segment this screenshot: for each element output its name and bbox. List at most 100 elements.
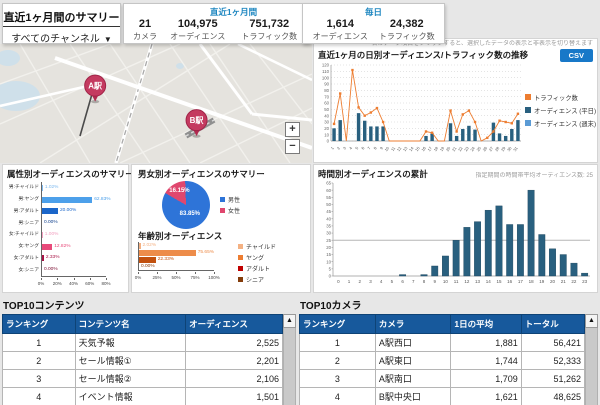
contents-scroll-up-icon[interactable]: ▲ <box>283 314 296 328</box>
svg-text:5: 5 <box>354 145 360 150</box>
legend-item[interactable]: 男性 <box>220 195 240 204</box>
svg-text:4: 4 <box>380 279 383 284</box>
svg-text:5: 5 <box>391 279 394 284</box>
monthly-traffic-label: トラフィック数 <box>241 32 298 41</box>
trend-hint-text: 右のデータ項目をクリックすると、選択したデータの表示と非表示を切り替えます <box>371 41 593 47</box>
attribute-chart: 男:チャイルド 男:ヤング 男:アダルト 男:シニア 女:チャイルド 女:ヤング 女:アダル… <box>7 182 124 290</box>
legend-item[interactable]: ヤング <box>238 253 276 262</box>
legend-swatch <box>220 197 225 202</box>
table-cell: 3 <box>299 369 376 388</box>
svg-text:30: 30 <box>324 120 329 125</box>
monthly-group-label: 直近1ヶ月間 <box>209 7 258 17</box>
legend-swatch <box>525 94 531 100</box>
legend-item[interactable]: オーディエンス (週末) <box>525 119 597 128</box>
svg-text:60: 60 <box>326 188 331 193</box>
legend-item[interactable]: シニア <box>238 275 276 284</box>
svg-text:26: 26 <box>481 145 488 152</box>
attribute-chart-title: 属性別オーディエンスのサマリー <box>7 169 134 179</box>
svg-text:55: 55 <box>326 195 331 200</box>
map-zoom-controls: + − <box>285 122 300 156</box>
legend-swatch <box>525 120 531 126</box>
gender-chart-title: 男女別オーディエンスのサマリー <box>138 169 265 179</box>
column-header[interactable]: コンテンツ名 <box>74 314 187 334</box>
csv-export-button[interactable]: CSV <box>559 48 593 62</box>
svg-text:14: 14 <box>408 145 415 152</box>
cameras-scroll-track[interactable] <box>585 328 598 405</box>
svg-text:110: 110 <box>322 69 329 74</box>
bar-value-label: 0.00% <box>44 267 58 273</box>
column-header[interactable]: オーディエンス <box>185 314 283 334</box>
legend-item[interactable]: アダルト <box>238 264 276 273</box>
bar-value-label: 12.82% <box>54 243 71 249</box>
svg-text:11: 11 <box>390 145 397 152</box>
svg-text:17: 17 <box>518 279 524 284</box>
map[interactable]: A駅 B駅 + − <box>0 44 312 163</box>
contents-scroll-track[interactable] <box>283 328 296 405</box>
table-cell: 2 <box>2 351 76 370</box>
svg-text:80: 80 <box>324 88 329 93</box>
trend-chart: 0 10 20 30 40 50 60 70 80 90 100 110 120 1 2 3 4 5 6 7 8 9 10 1… <box>318 62 523 158</box>
bar-row: 1.02% <box>42 184 106 192</box>
svg-text:23: 23 <box>582 279 588 284</box>
legend-item[interactable]: オーディエンス (平日) <box>525 106 597 115</box>
bar-row: 22.33% <box>139 256 214 263</box>
svg-text:40: 40 <box>324 113 329 118</box>
svg-text:7: 7 <box>366 145 372 150</box>
bar-value-label: 0.00% <box>44 220 58 226</box>
svg-text:3: 3 <box>342 145 348 150</box>
column-header[interactable]: 1日の平均 <box>450 314 522 334</box>
svg-text:A駅: A駅 <box>88 82 103 91</box>
legend-label: オーディエンス (平日) <box>534 107 597 115</box>
map-pin-B駅[interactable]: B駅 <box>185 109 208 138</box>
svg-text:0: 0 <box>329 274 332 279</box>
hourly-average-hint: 指定期間の時間帯平均オーディエンス数: 25 <box>475 173 593 179</box>
table-row: 1 A駅西口 1,881 56,421 <box>299 333 586 352</box>
svg-text:2: 2 <box>359 279 362 284</box>
map-zoom-out-button[interactable]: − <box>285 139 300 154</box>
map-pin-A駅[interactable]: A駅 <box>84 74 107 104</box>
cameras-scrollbar: ▲ <box>585 314 598 405</box>
legend-item[interactable]: トラフィック数 <box>525 93 593 102</box>
legend-label: オーディエンス (週末) <box>534 120 597 128</box>
summary-panel: 直近1ヶ月間のサマリー すべてのチャンネル ▼ <box>2 3 121 45</box>
svg-text:18: 18 <box>529 279 535 284</box>
svg-text:6: 6 <box>401 279 404 284</box>
table-row: 4 B駅中央口 1,621 48,625 <box>299 387 586 405</box>
svg-text:15: 15 <box>414 145 421 152</box>
channel-dropdown[interactable]: すべてのチャンネル ▼ <box>3 30 120 45</box>
bar-row: 20.00% <box>42 207 106 215</box>
bar-value-label: 0.00% <box>141 264 155 269</box>
column-header[interactable]: カメラ <box>374 314 452 334</box>
svg-text:29: 29 <box>500 145 507 152</box>
table-cell: A駅南口 <box>374 369 452 388</box>
trend-chart-title: 直近1ヶ月の日別オーディエンス/トラフィック数の推移 <box>318 50 529 60</box>
column-header[interactable]: ランキング <box>2 314 76 334</box>
x-tick-label: 80% <box>101 281 111 286</box>
column-header[interactable]: ランキング <box>299 314 376 334</box>
monthly-traffic-value: 751,732 <box>249 18 290 30</box>
bar <box>42 255 44 262</box>
daily-traffic-value: 24,382 <box>389 18 424 30</box>
bar <box>42 243 53 250</box>
svg-text:24: 24 <box>469 145 476 152</box>
monthly-stats-panel: 直近1ヶ月間 21 104,975 751,732 カメラ オーディエンス トラ… <box>123 3 310 44</box>
bar-row: 1.00% <box>42 231 106 239</box>
legend-label: アダルト <box>246 267 271 273</box>
legend-swatch <box>525 107 531 113</box>
x-tick-label: 0% <box>37 281 45 286</box>
bar <box>42 184 43 191</box>
hourly-chart-title: 時間別オーディエンスの累計 <box>318 169 428 179</box>
svg-text:15: 15 <box>496 279 502 284</box>
svg-text:30: 30 <box>326 231 331 236</box>
camera-count: 21 <box>138 18 152 30</box>
bar-row: 0.00% <box>42 219 106 227</box>
column-header[interactable]: トータル <box>520 314 586 334</box>
legend-item[interactable]: チャイルド <box>238 242 276 251</box>
bar <box>42 231 43 238</box>
table-row: 2 セール情報① 2,201 <box>2 351 283 370</box>
map-zoom-in-button[interactable]: + <box>285 122 300 137</box>
legend-item[interactable]: 女性 <box>220 206 240 215</box>
table-cell: 1,709 <box>450 369 522 388</box>
legend-label: シニア <box>246 278 265 284</box>
cameras-scroll-up-icon[interactable]: ▲ <box>585 314 598 328</box>
